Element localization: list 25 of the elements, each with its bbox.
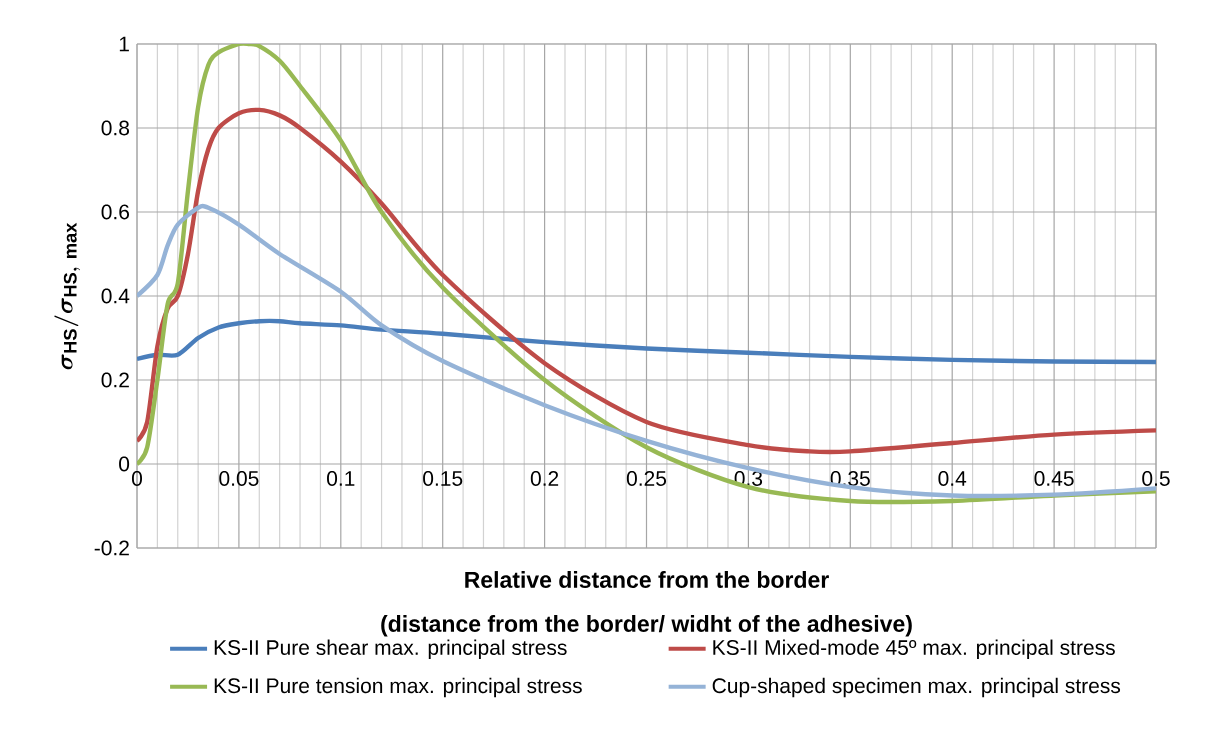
y-tick-label: 0.8 xyxy=(101,120,130,136)
y-axis-title: $\sigma_{\mathrm{HS}} /\sigma_{\mathrm{HS,\ max}}$ xyxy=(54,222,80,370)
x-tick-label: 0.25 xyxy=(626,471,667,486)
legend-label: KS-II Pure tension max. principal stress xyxy=(214,677,582,698)
y-tick-label: 1 xyxy=(119,36,129,52)
x-tick-label: 0 xyxy=(131,471,143,486)
y-tick-label: 0.4 xyxy=(101,288,130,304)
x-tick-label: 0.1 xyxy=(327,471,355,486)
x-tick-label: 0.2 xyxy=(530,471,559,486)
x-tick-label: 0.45 xyxy=(1034,471,1074,486)
line-series xyxy=(137,318,1156,365)
x-axis-title: Relative distance from the border xyxy=(465,571,829,588)
x-tick-label: 0.5 xyxy=(1142,471,1170,486)
y-tick-label: 0.2 xyxy=(101,372,129,388)
line-series xyxy=(137,107,1156,455)
legend-label: KS-II Mixed-mode 45º max. principal stress xyxy=(713,639,1115,660)
text: (distance from the border/ widht of the adhesive) xyxy=(381,615,912,637)
legend-label: Cup-shaped specimen max. principal stress xyxy=(712,677,1121,698)
x-tick-label: 0.05 xyxy=(219,471,259,486)
y-tick-label: 0.6 xyxy=(101,204,130,220)
legend-label: KS-II Pure shear max. principal stress xyxy=(214,639,567,660)
y-tick-label: 0 xyxy=(119,456,130,472)
x-tick-label: 0.15 xyxy=(423,471,463,486)
x-tick-label: 0.4 xyxy=(938,471,967,486)
y-tick-label: -0.2 xyxy=(94,540,129,556)
